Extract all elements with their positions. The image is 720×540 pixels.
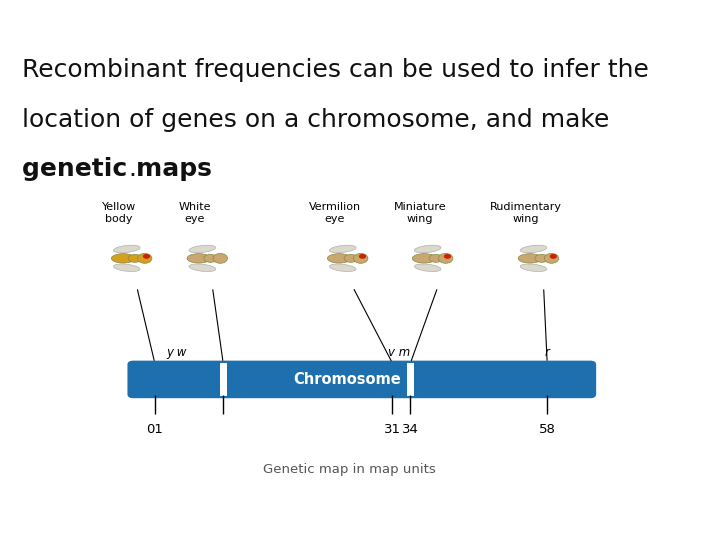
Ellipse shape <box>204 254 217 262</box>
Text: Vermilion
eye: Vermilion eye <box>309 202 361 224</box>
Ellipse shape <box>414 264 441 272</box>
Ellipse shape <box>518 254 541 263</box>
Text: Yellow
body: Yellow body <box>102 202 136 224</box>
Text: 34: 34 <box>402 423 419 436</box>
Ellipse shape <box>429 254 443 262</box>
Text: Rudimentary
wing: Rudimentary wing <box>490 202 562 224</box>
Text: White
eye: White eye <box>178 202 211 224</box>
Ellipse shape <box>187 254 210 263</box>
Text: 01: 01 <box>146 423 163 436</box>
Ellipse shape <box>128 254 142 262</box>
Circle shape <box>138 253 152 264</box>
Text: Chromosome: Chromosome <box>294 372 401 387</box>
Ellipse shape <box>520 245 547 253</box>
Text: y w: y w <box>166 346 186 359</box>
Ellipse shape <box>344 254 358 262</box>
Ellipse shape <box>413 254 436 263</box>
Circle shape <box>438 253 453 264</box>
Ellipse shape <box>329 245 356 253</box>
Circle shape <box>359 254 366 259</box>
FancyBboxPatch shape <box>127 361 596 398</box>
Text: location of genes on a chromosome, and make: location of genes on a chromosome, and m… <box>22 107 609 132</box>
Circle shape <box>544 253 559 264</box>
Text: Recombinant frequencies can be used to infer the: Recombinant frequencies can be used to i… <box>22 58 649 82</box>
Circle shape <box>213 253 228 264</box>
Text: r: r <box>545 346 549 359</box>
Bar <box>220 363 227 396</box>
Text: genetic maps: genetic maps <box>22 157 212 181</box>
Ellipse shape <box>520 264 547 272</box>
Ellipse shape <box>414 245 441 253</box>
Ellipse shape <box>535 254 549 262</box>
Text: 31: 31 <box>384 423 401 436</box>
Text: What Is the Relationship between Genes and Chromosomes?: What Is the Relationship between Genes a… <box>9 14 603 32</box>
Ellipse shape <box>113 245 140 253</box>
Text: .: . <box>128 157 136 181</box>
Circle shape <box>550 254 557 259</box>
Ellipse shape <box>189 264 216 272</box>
Ellipse shape <box>112 254 135 263</box>
Bar <box>407 363 414 396</box>
Text: 58: 58 <box>539 423 556 436</box>
Ellipse shape <box>328 254 351 263</box>
Ellipse shape <box>189 245 216 253</box>
Circle shape <box>354 253 368 264</box>
Circle shape <box>444 254 451 259</box>
Ellipse shape <box>329 264 356 272</box>
Text: Miniature
wing: Miniature wing <box>393 202 446 224</box>
Circle shape <box>143 254 150 259</box>
Ellipse shape <box>113 264 140 272</box>
Text: v m: v m <box>388 346 410 359</box>
Text: Genetic map in map units: Genetic map in map units <box>263 463 436 476</box>
